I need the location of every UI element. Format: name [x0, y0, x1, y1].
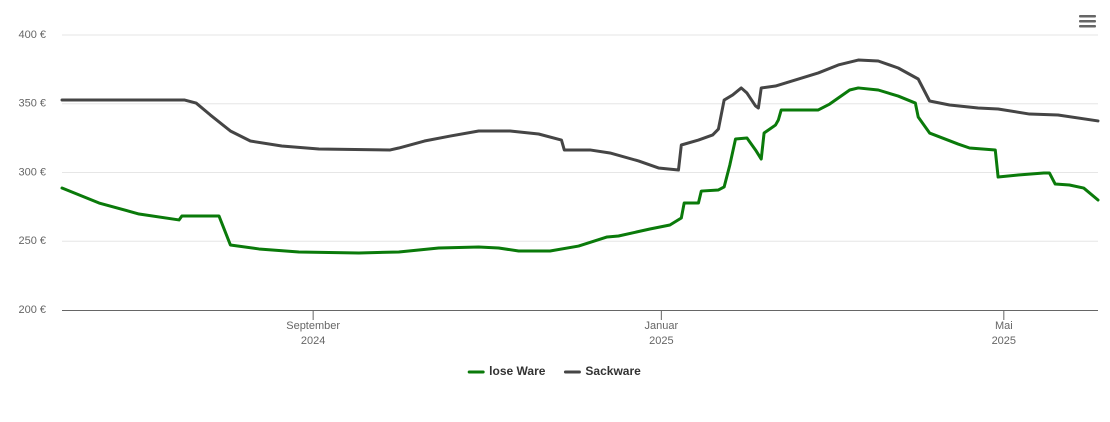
legend-label: Sackware	[585, 364, 641, 378]
menu-bar	[1079, 15, 1096, 18]
menu-bar	[1079, 20, 1096, 23]
y-tick-label: 400 €	[18, 29, 46, 41]
x-tick-year: 2025	[992, 335, 1016, 347]
legend-item[interactable]: lose Ware	[467, 364, 546, 378]
y-tick-label: 200 €	[18, 304, 46, 316]
x-tick-year: 2024	[301, 335, 325, 347]
y-tick-label: 350 €	[18, 98, 46, 110]
menu-button[interactable]	[1079, 15, 1096, 28]
x-tick-label: September	[286, 320, 340, 332]
legend-label: lose Ware	[489, 364, 546, 378]
y-tick-label: 250 €	[18, 235, 46, 247]
series-line	[60, 58, 1100, 172]
legend-item[interactable]: Sackware	[563, 364, 641, 378]
menu-bar	[1079, 25, 1096, 28]
y-tick-label: 300 €	[18, 166, 46, 178]
legend: lose Ware Sackware	[467, 364, 641, 378]
x-tick-label: Mai	[995, 320, 1013, 332]
x-tick-label: Januar	[645, 320, 679, 332]
x-tick-year: 2025	[649, 335, 673, 347]
series-line	[60, 86, 1100, 255]
